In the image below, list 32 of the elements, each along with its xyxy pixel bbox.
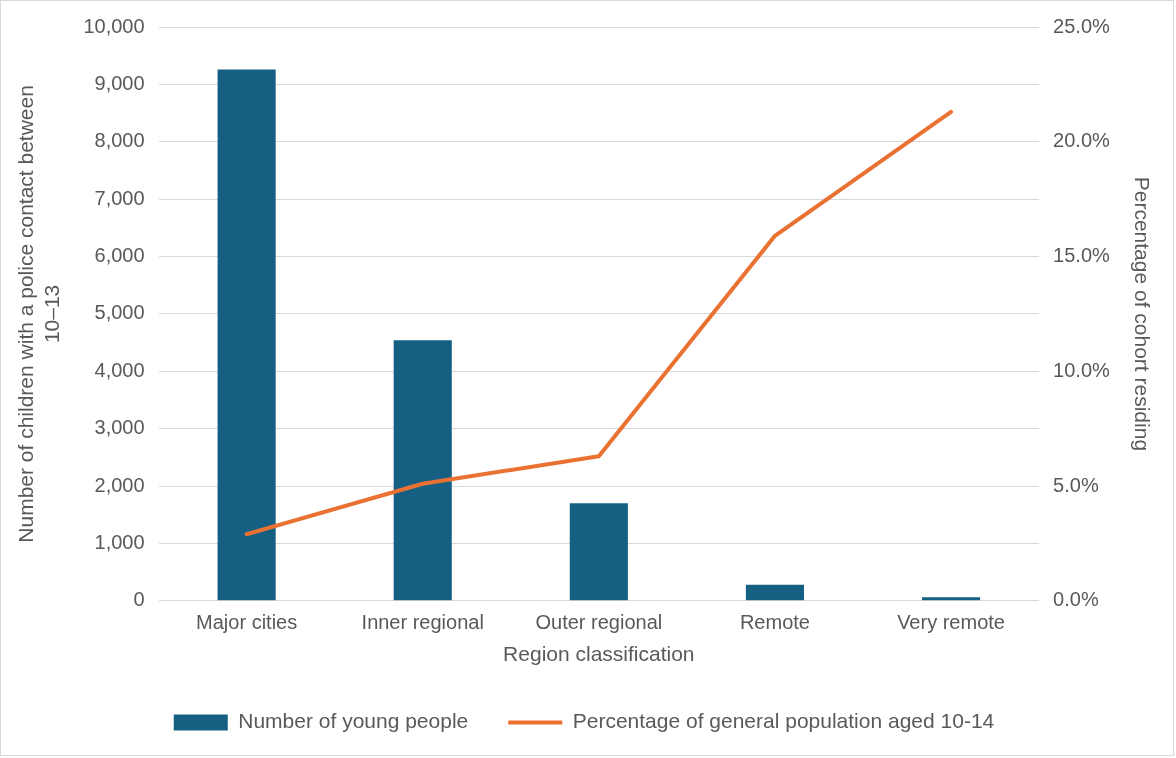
- bar: [217, 69, 276, 601]
- y2-tick-label: 20.0%: [1053, 129, 1111, 152]
- y-tick-label: 9,000: [94, 71, 145, 94]
- bar: [393, 340, 452, 601]
- y-tick-label: 2,000: [94, 473, 145, 496]
- x-tick-label: Outer regional: [535, 611, 663, 634]
- x-axis-title: Region classification: [503, 642, 695, 666]
- bar: [569, 503, 628, 601]
- y-tick-label: 6,000: [94, 244, 145, 267]
- y-tick-label: 8,000: [94, 129, 145, 152]
- bar: [745, 584, 804, 601]
- y2-tick-label: 25.0%: [1053, 14, 1111, 37]
- bar: [921, 597, 981, 601]
- y2-tick-label: 10.0%: [1053, 358, 1111, 381]
- y-tick-label: 4,000: [94, 358, 145, 381]
- y2-tick-label: 0.0%: [1053, 588, 1099, 611]
- legend-label: Number of young people: [238, 709, 469, 733]
- y-tick-label: 3,000: [94, 416, 145, 439]
- y2-axis-title: Percentage of cohort residing: [1130, 176, 1154, 452]
- y2-tick-label: 5.0%: [1053, 473, 1099, 496]
- y-tick-label: 5,000: [94, 301, 145, 324]
- y-tick-label: 7,000: [94, 186, 145, 209]
- x-tick-label: Inner regional: [361, 611, 484, 634]
- legend-label: Percentage of general population aged 10-14: [572, 709, 995, 733]
- y2-tick-label: 15.0%: [1053, 244, 1111, 267]
- x-tick-label: Very remote: [897, 611, 1005, 634]
- y-tick-label: 0: [133, 588, 145, 611]
- x-tick-label: Remote: [739, 611, 810, 634]
- x-tick-label: Major cities: [196, 611, 298, 634]
- y-axis-title: Number of children with a police contact between 10–13: [14, 85, 63, 543]
- y-tick-label: 10,000: [83, 14, 145, 37]
- y-tick-label: 1,000: [94, 530, 145, 553]
